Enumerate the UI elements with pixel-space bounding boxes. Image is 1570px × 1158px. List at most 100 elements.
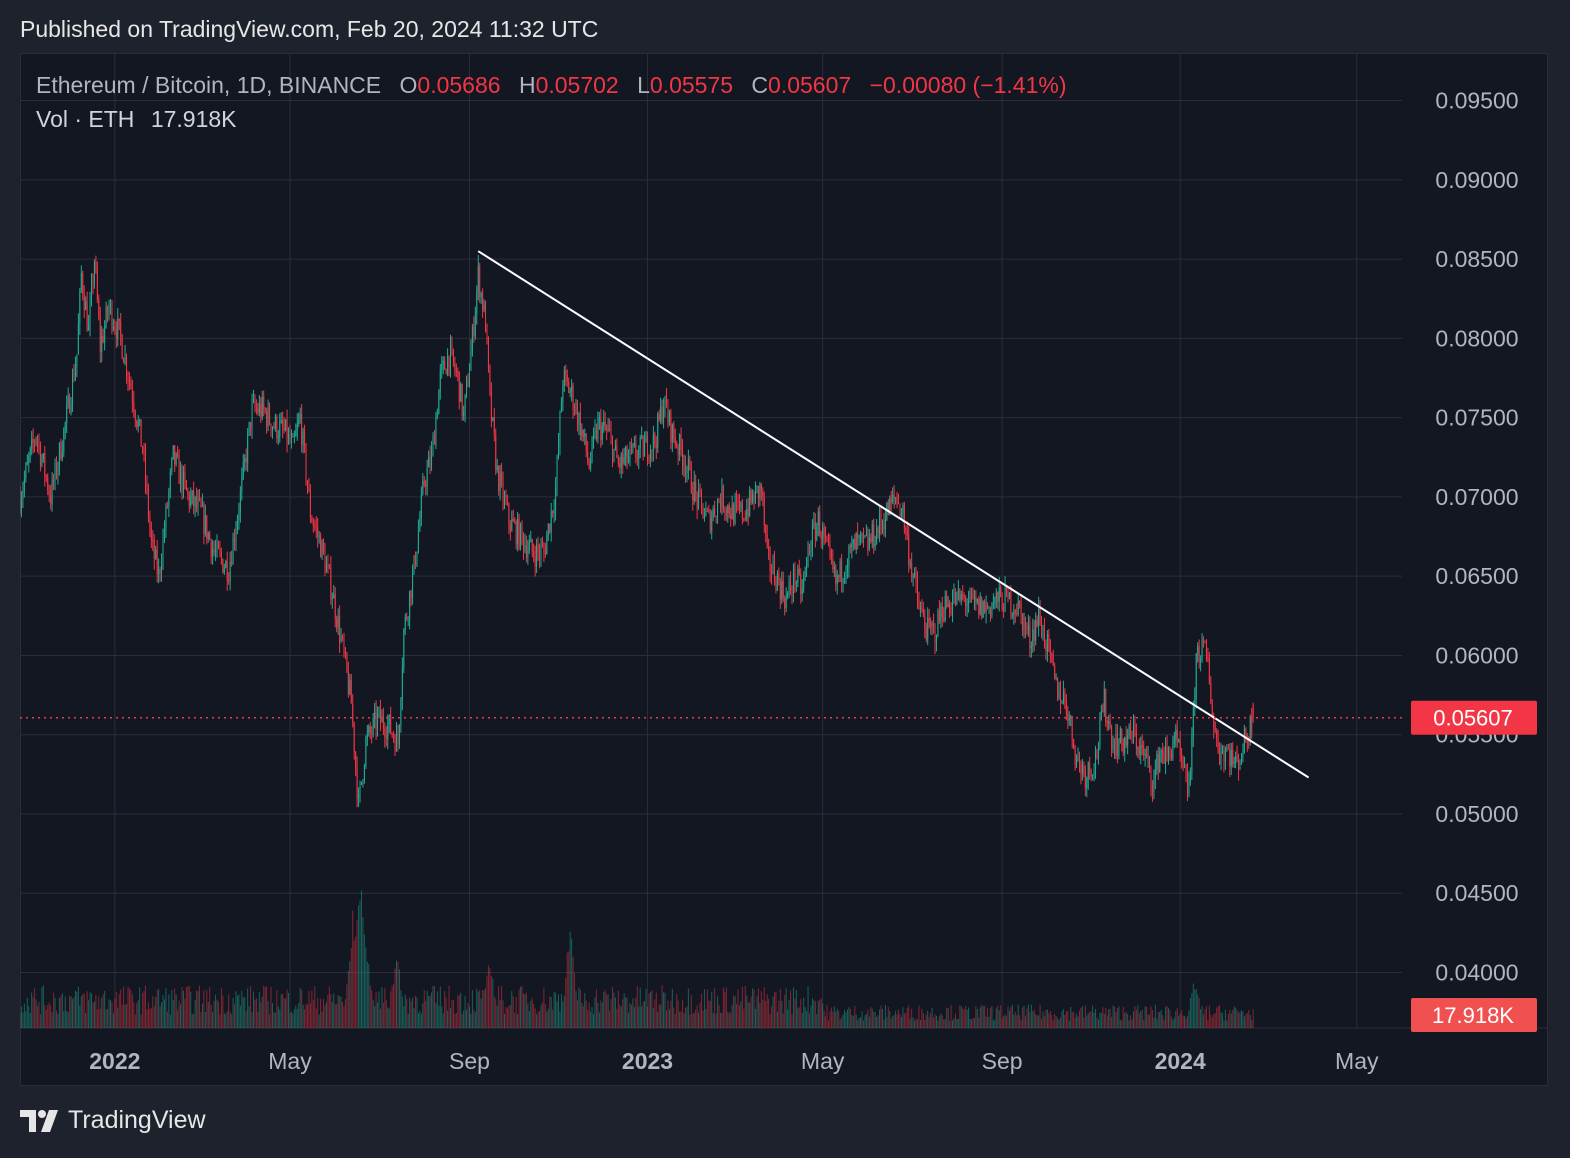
candle-body	[730, 514, 732, 520]
volume-bar	[651, 990, 653, 1028]
chart-panel[interactable]	[20, 53, 1548, 1086]
candle-body	[708, 509, 710, 512]
candle-body	[280, 420, 282, 423]
candle-body	[121, 335, 123, 359]
volume-bar	[906, 1007, 908, 1028]
candle-body	[1248, 741, 1250, 743]
volume-bar	[903, 1013, 905, 1028]
volume-bar	[114, 998, 116, 1028]
candle-body	[865, 534, 867, 536]
candle-body	[733, 504, 735, 524]
volume-bar	[960, 1006, 962, 1028]
volume-bar	[88, 1000, 90, 1028]
volume-bar	[452, 1000, 454, 1028]
volume-bar	[747, 1002, 749, 1028]
candle-body	[492, 417, 494, 420]
candle-body	[604, 421, 606, 429]
volume-bar	[128, 988, 130, 1028]
volume-bar	[881, 1008, 883, 1028]
candle-body	[722, 486, 724, 511]
volume-bar	[772, 996, 774, 1028]
volume-bar	[536, 1014, 538, 1028]
candle-body	[595, 429, 597, 440]
volume-bar	[1114, 1006, 1116, 1028]
candle-body	[466, 380, 468, 395]
candle-body	[655, 444, 657, 448]
volume-bar	[134, 1014, 136, 1028]
candle-body	[403, 629, 405, 669]
volume-bar	[647, 1006, 649, 1028]
volume-bar	[664, 992, 666, 1028]
x-axis[interactable]: 2022 May Sep 2023 May Sep 2024 May	[89, 1048, 1379, 1074]
candle-body	[451, 344, 453, 350]
volume-bar	[143, 990, 145, 1028]
volume-bar	[282, 993, 284, 1028]
volume-bar	[925, 1014, 927, 1028]
volume-bar	[67, 1012, 69, 1028]
volume-bar	[1137, 1005, 1139, 1028]
symbol-label[interactable]: Ethereum / Bitcoin, 1D, BINANCE	[36, 72, 382, 98]
tradingview-brand[interactable]: TradingView	[68, 1106, 206, 1134]
y-tick-label: 0.06000	[1435, 642, 1518, 668]
volume-bar	[598, 1012, 600, 1028]
volume-bar	[836, 1008, 838, 1028]
candle-body	[566, 374, 568, 382]
volume-bar	[381, 987, 383, 1028]
candle-body	[29, 447, 31, 458]
volume-bar	[699, 1002, 701, 1028]
volume-bar	[1097, 1019, 1099, 1028]
candle-body	[223, 567, 225, 573]
volume-bar	[1071, 1012, 1073, 1028]
tradingview-logo-icon[interactable]	[20, 1109, 60, 1132]
volume-bar	[994, 1019, 996, 1028]
volume-bar	[569, 931, 571, 1028]
candle-body	[880, 514, 882, 526]
candle-body	[795, 582, 797, 584]
candle-body	[241, 476, 243, 492]
volume-bar	[757, 988, 759, 1028]
volume-bar	[886, 1017, 888, 1028]
candle-body	[584, 433, 586, 437]
volume-bar	[29, 1013, 31, 1028]
volume-bar	[591, 1007, 593, 1028]
candle-body	[747, 508, 749, 516]
candle-body	[890, 498, 892, 502]
volume-bar	[439, 986, 441, 1028]
volume-bar	[572, 956, 574, 1028]
volume-bar	[188, 985, 190, 1028]
volume-bar	[492, 978, 494, 1028]
trendline[interactable]	[477, 250, 1310, 779]
volume-bar	[1210, 1014, 1212, 1028]
candle-body	[290, 437, 292, 443]
volume-bar	[965, 1006, 967, 1028]
y-axis[interactable]: 0.095000.090000.085000.080000.075000.070…	[1435, 88, 1518, 986]
volume-bar	[552, 1009, 554, 1028]
candle-body	[80, 273, 82, 290]
price-chart[interactable]: 0.095000.090000.085000.080000.075000.070…	[20, 53, 1548, 1086]
candle-body	[625, 446, 627, 458]
candle-body	[452, 349, 454, 363]
candle-body	[1186, 772, 1188, 794]
candle-body	[744, 518, 746, 520]
volume-bar	[898, 1009, 900, 1028]
candle-body	[765, 524, 767, 535]
candle-body	[973, 597, 975, 599]
volume-bar	[912, 1017, 914, 1028]
candle-body	[1042, 626, 1044, 637]
volume-bar	[299, 988, 301, 1028]
volume-bar	[382, 1002, 384, 1028]
candle-body	[480, 292, 482, 298]
volume-bar	[420, 1013, 422, 1028]
volume-bar	[112, 1013, 114, 1028]
candle-body	[547, 523, 549, 536]
volume-bar	[976, 1009, 978, 1028]
volume-bar	[689, 1014, 691, 1028]
volume-bar	[868, 1016, 870, 1028]
candle-body	[1182, 758, 1184, 768]
volume-bar	[254, 999, 256, 1028]
volume-bar	[1189, 997, 1191, 1028]
candle-body	[706, 509, 708, 511]
volume-bar	[295, 1005, 297, 1028]
volume-bar	[390, 991, 392, 1028]
candle-body	[413, 555, 415, 573]
